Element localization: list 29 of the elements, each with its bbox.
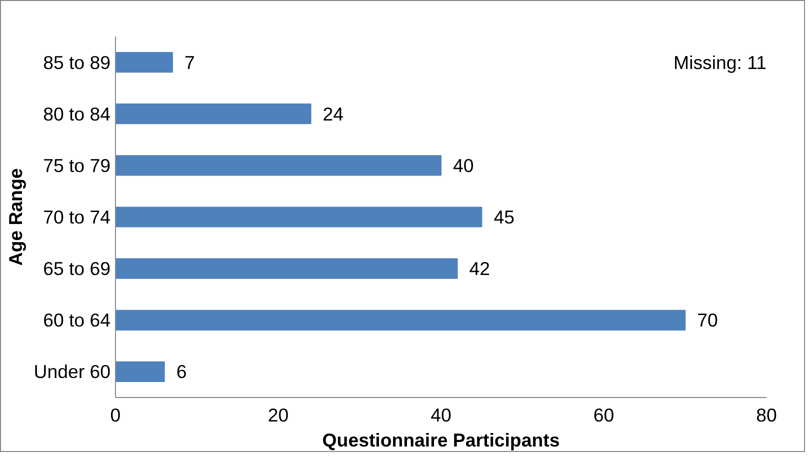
bar [116,52,173,73]
x-axis-title: Questionnaire Participants [322,430,560,450]
data-label: 40 [453,154,474,176]
bar [116,310,686,330]
x-tick-label: 20 [268,404,289,426]
bar [116,104,312,124]
y-tick-label: 75 to 79 [43,154,111,176]
data-label: 45 [494,206,514,228]
x-tick-label: 0 [110,404,121,426]
y-tick-label: 80 to 84 [43,103,111,124]
data-label: 24 [322,103,344,124]
y-tick-label: Under 60 [34,361,110,382]
y-tick-label: 70 to 74 [43,206,111,228]
x-tick-label: 80 [756,404,777,426]
bar [116,258,458,279]
y-axis-title: Age Range [4,168,26,266]
y-tick-label: 60 to 64 [43,310,111,331]
bar [116,361,165,382]
annotation: Missing: 11 [674,52,767,73]
y-tick-label: 65 to 69 [43,258,111,280]
data-label: 7 [184,52,195,73]
data-label: 42 [469,258,490,280]
x-tick-label: 60 [593,404,614,426]
x-tick-label: 40 [430,404,452,426]
data-label: 70 [697,310,718,331]
bar [116,155,442,176]
y-tick-label: 85 to 89 [43,52,111,73]
bar [116,206,482,228]
data-label: 6 [176,361,187,382]
